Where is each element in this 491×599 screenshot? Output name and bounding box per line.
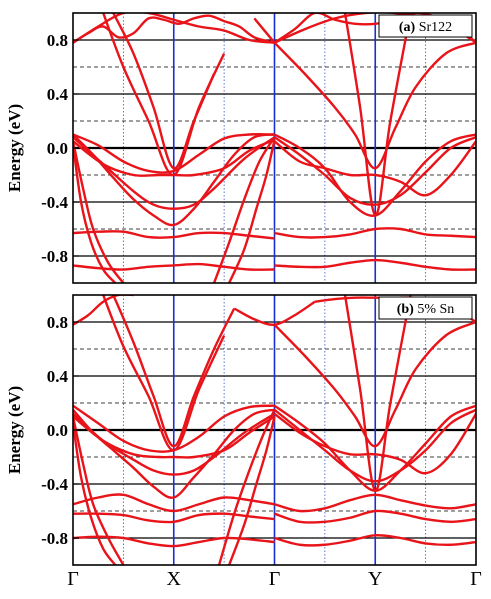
y-tick-label: 0.8 [47,31,68,50]
band-line [112,295,236,448]
band-line [273,412,476,475]
band-line [273,41,476,170]
band-line [73,143,117,283]
panel-letter: (a) [399,20,416,35]
band-line [73,262,275,271]
y-tick-label: 0.0 [47,139,68,158]
y-axis-label: Energy (eV) [5,386,24,474]
band-line [73,133,275,227]
chart-panel-b: -0.8 -0.4 0.0 0.4 0.8 Energy (eV) (b) 5% Sn Γ X Γ… [5,294,482,590]
band-line [228,416,276,565]
band-line [273,140,476,197]
band-line [73,415,276,459]
x-tick-label: X [167,568,182,590]
y-axis-label: Energy (eV) [5,104,24,192]
band-line [73,535,275,548]
y-tick-label: 0.4 [47,85,69,104]
x-tick-label: Γ [269,568,281,590]
band-line [73,423,117,565]
band-line [73,136,276,210]
x-tick-label: Γ [67,568,79,590]
band-line [228,139,276,283]
panel-label: (b) 5% Sn [397,302,455,317]
band-line [73,408,275,499]
band-line [274,509,476,524]
band-line [73,230,275,240]
band-line [274,493,476,513]
y-tick-label: 0.4 [47,367,69,386]
y-tick-label: -0.4 [41,475,68,494]
band-line [273,320,476,448]
band-line [253,17,276,44]
band-line [274,258,476,271]
y-tick-label: 0.8 [47,313,68,332]
band-line [274,534,476,547]
panel-label: (a) Sr122 [399,20,452,35]
panel-title: Sr122 [415,20,452,35]
x-tick-label: Γ [470,568,482,590]
band-line [73,133,275,174]
panel-label-box [378,296,473,320]
band-line [212,136,276,283]
y-tick-label: -0.4 [41,193,68,212]
band-line [73,140,125,283]
chart-panel-a: -0.8 -0.4 0.0 0.4 0.8 Energy (eV) (a) Sr122 [5,12,477,284]
panel-title: 5% Sn [414,302,454,317]
band-line [73,14,275,44]
y-tick-label: 0.0 [47,421,68,440]
y-tick-label: -0.8 [41,247,68,266]
bands-group [73,295,476,565]
x-tick-label: Y [368,568,382,590]
band-line [274,227,476,239]
band-line [102,13,226,177]
band-line [102,295,226,452]
band-line [73,512,275,524]
panel-label-box [378,14,473,38]
band-line [343,13,412,217]
band-line [217,409,276,565]
band-line [73,493,275,513]
band-line [343,295,412,492]
bands-group [73,13,476,283]
band-line [73,295,134,326]
band-line [273,136,476,206]
y-tick-label: -0.8 [41,529,68,548]
band-line [73,416,125,565]
panel-letter: (b) [397,302,414,317]
